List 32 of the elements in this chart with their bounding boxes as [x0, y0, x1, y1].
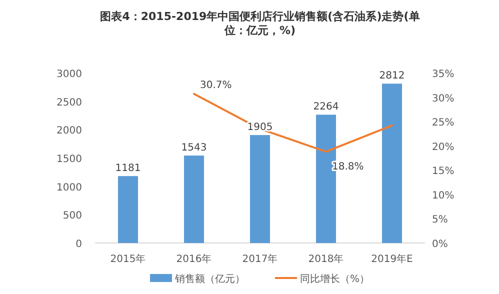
series-销售额（亿元）: 1543 [181, 142, 207, 154]
series-同比增长（%）: 30.7% [200, 80, 232, 91]
x-tick-label: 2016年 [176, 253, 212, 265]
y2-tick-label: 35% [432, 69, 454, 80]
legend-label: 销售额（亿元） [174, 273, 245, 285]
chart-title: 图表4：2015-2019年中国便利店行业销售额(含石油系)走势(单位：亿元，%) [99, 10, 421, 38]
y2-tick-label: 15% [432, 166, 454, 178]
y-tick-label: 2000 [56, 126, 82, 137]
x-tick-label: 2015年 [110, 253, 146, 265]
y-tick-label: 1000 [56, 182, 82, 194]
y-tick-label: 1500 [56, 154, 82, 165]
x-tick-label: 2017年 [242, 253, 278, 265]
y2-tick-label: 0% [432, 239, 448, 250]
x-tick-label: 2018年 [308, 253, 344, 265]
y-tick-label: 500 [62, 210, 82, 222]
y2-tick-label: 10% [432, 190, 454, 202]
y2-tick-label: 30% [432, 93, 454, 104]
legend-label: 同比增长（%） [300, 273, 370, 285]
series-销售额（亿元）: 2264 [313, 102, 339, 113]
y-tick-label: 3000 [56, 69, 82, 80]
y-tick-label: 2500 [56, 97, 82, 108]
series-销售额（亿元）: 1181 [115, 163, 141, 174]
y2-tick-label: 20% [432, 142, 454, 153]
y2-tick-label: 25% [432, 118, 454, 129]
bar [382, 84, 402, 243]
x-tick-label: 2019年E [371, 253, 413, 265]
bar [118, 176, 138, 243]
bar [250, 135, 270, 243]
bar [184, 156, 204, 243]
y2-tick-label: 5% [432, 214, 448, 226]
series-销售额（亿元）: 2812 [379, 70, 405, 82]
y-tick-label: 0 [76, 239, 82, 250]
